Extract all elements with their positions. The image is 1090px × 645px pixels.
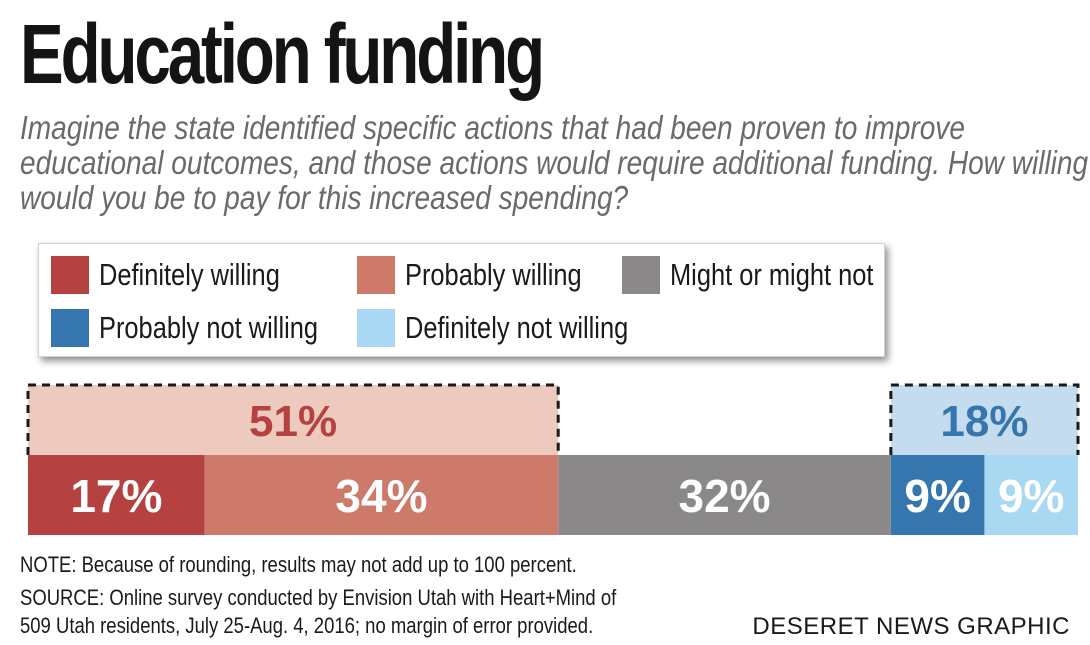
group-label: 18% bbox=[940, 397, 1028, 446]
legend-swatch bbox=[357, 256, 395, 294]
legend-swatch bbox=[51, 256, 89, 294]
legend-label: Probably not willing bbox=[99, 310, 319, 345]
group-box-border bbox=[26, 383, 560, 455]
bar-label-probably-willing: 34% bbox=[335, 470, 427, 522]
bar-label-might-or-might-not: 32% bbox=[678, 470, 770, 522]
chart-subtitle: Imagine the state identified specific ac… bbox=[20, 109, 1089, 216]
bar-segment-probably-willing bbox=[204, 455, 559, 535]
credit-text: DESERET NEWS GRAPHIC bbox=[752, 613, 1070, 640]
source-text-continued: 509 Utah residents, July 25-Aug. 4, 2016… bbox=[20, 613, 594, 638]
legend-swatch bbox=[357, 309, 395, 347]
bar-label-definitely-willing: 17% bbox=[70, 470, 162, 522]
bar-label-probably-not-willing: 9% bbox=[904, 470, 970, 522]
bar-segment-probably-not-willing bbox=[890, 455, 985, 535]
note-text: NOTE: Because of rounding, results may n… bbox=[20, 552, 577, 577]
legend-swatch bbox=[622, 256, 660, 294]
group-label: 51% bbox=[249, 397, 337, 446]
bar-segment-definitely-willing bbox=[28, 455, 205, 535]
chart-title: Education funding bbox=[20, 7, 545, 101]
group-box bbox=[28, 385, 559, 455]
bar-segment-might-or-might-not bbox=[558, 455, 891, 535]
bar-segment-definitely-not-willing bbox=[984, 455, 1078, 535]
legend-swatch bbox=[51, 309, 89, 347]
legend: Definitely willing Probably willing Migh… bbox=[38, 243, 885, 357]
legend-label: Probably willing bbox=[405, 257, 582, 292]
source-text: SOURCE: Online survey conducted by Envis… bbox=[20, 585, 617, 610]
legend-label: Definitely not willing bbox=[405, 310, 629, 345]
group-box bbox=[890, 385, 1078, 455]
legend-label: Definitely willing bbox=[99, 257, 280, 292]
group-box-border bbox=[889, 383, 1080, 455]
legend-label: Might or might not bbox=[670, 257, 874, 292]
bar-label-definitely-not-willing: 9% bbox=[998, 470, 1064, 522]
stacked-bar-chart: 51% 18% 17% 34% 32% 9% 9% bbox=[26, 383, 1080, 535]
